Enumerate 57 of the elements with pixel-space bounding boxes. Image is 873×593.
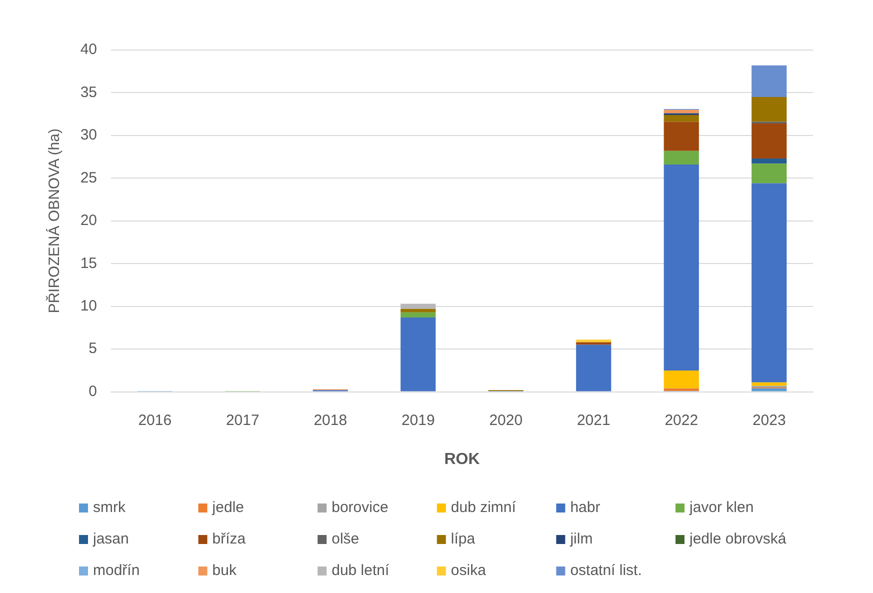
- bar: [664, 122, 699, 151]
- bar: [400, 304, 436, 309]
- bar: [664, 370, 699, 388]
- y-tick-label: 10: [80, 297, 97, 314]
- bar: [576, 344, 612, 392]
- y-tick-label: 5: [88, 340, 97, 358]
- bar: [400, 312, 436, 318]
- bar: [576, 340, 612, 342]
- y-tick-label: 25: [80, 169, 97, 186]
- x-tick-label: 2023: [752, 412, 786, 429]
- bar: [752, 97, 787, 122]
- legend-label: dub letní: [332, 562, 390, 580]
- legend-label: borovice: [332, 499, 388, 516]
- x-axis-title: ROK: [444, 450, 480, 468]
- y-tick-label: 20: [80, 212, 97, 230]
- y-tick-label: 35: [80, 84, 97, 101]
- legend-label: dub zimní: [450, 499, 517, 516]
- x-tick-label: 2017: [226, 412, 260, 429]
- x-tick-label: 2018: [314, 412, 348, 429]
- y-tick-label: 30: [80, 126, 97, 144]
- legend-label: lípa: [450, 530, 476, 548]
- legend-label: osika: [450, 562, 487, 580]
- x-tick-label: 2019: [401, 412, 435, 429]
- legend-label: habr: [570, 499, 600, 516]
- legend-label: smrk: [93, 499, 126, 516]
- bar: [664, 388, 699, 391]
- bar: [752, 65, 787, 97]
- x-tick-label: 2016: [138, 412, 172, 429]
- bar: [752, 123, 787, 159]
- bar: [664, 150, 699, 165]
- y-tick-label: 0: [88, 382, 97, 400]
- x-tick-label: 2022: [664, 412, 698, 429]
- bar: [400, 317, 436, 392]
- x-tick-label: 2020: [489, 412, 523, 429]
- y-tick-label: 40: [80, 41, 97, 58]
- legend-label: jedle: [211, 499, 244, 516]
- bar: [752, 388, 787, 392]
- bar: [664, 114, 699, 122]
- bar: [400, 308, 436, 312]
- bar: [664, 164, 699, 370]
- bar: [752, 164, 787, 184]
- legend-label: modřín: [93, 562, 140, 580]
- bar: [576, 342, 612, 345]
- legend-label: jasan: [92, 530, 129, 548]
- legend-label: javor klen: [688, 499, 754, 516]
- legend-label: jilm: [569, 530, 593, 548]
- x-tick-label: 2021: [576, 412, 610, 429]
- legend-label: ostatní list.: [570, 562, 642, 580]
- legend-label: jedle obrovská: [688, 530, 787, 548]
- bar: [752, 382, 787, 386]
- legend-label: buk: [212, 562, 237, 580]
- bar: [752, 183, 787, 382]
- legend-label: bříza: [212, 530, 246, 548]
- bar: [752, 158, 787, 164]
- legend-label: olše: [332, 530, 360, 548]
- y-tick-label: 15: [80, 254, 97, 272]
- y-axis-title: PŘIROZENÁ OBNOVA (ha): [45, 128, 64, 314]
